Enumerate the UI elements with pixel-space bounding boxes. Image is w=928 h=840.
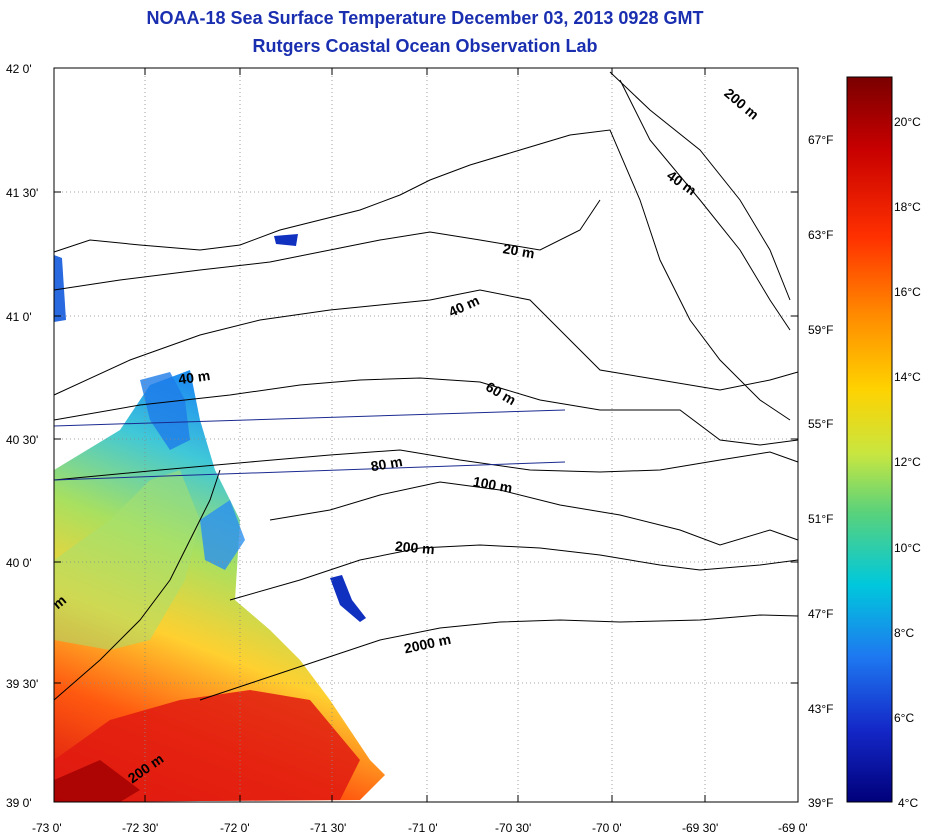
celsius-label: 8°C [894, 626, 914, 640]
lon-label: -72 30' [122, 821, 158, 835]
contour-label-200m-ne: 200 m [721, 85, 762, 123]
lon-label: -69 30' [682, 821, 718, 835]
fahrenheit-label: 39°F [808, 796, 833, 810]
contour-40m [53, 289, 799, 396]
sst-cold-patch-1 [54, 255, 66, 322]
longitude-labels: -73 0' -72 30' -72 0' -71 30' -71 0' -70… [32, 821, 808, 835]
fahrenheit-label: 63°F [808, 228, 833, 242]
lat-label: 40 0' [6, 556, 32, 570]
sst-hot-corner [54, 760, 140, 802]
fahrenheit-label: 59°F [808, 323, 833, 337]
contour-100m [269, 481, 799, 546]
contour-label-80m: 80 m [369, 453, 403, 474]
lat-label: 41 0' [6, 310, 32, 324]
lon-label: -73 0' [32, 821, 62, 835]
contour-label-200m: 200 m [394, 538, 435, 557]
transect-lines [53, 409, 566, 481]
lat-label: 40 30' [6, 433, 38, 447]
lon-label: -71 0' [408, 821, 438, 835]
colorbar [846, 76, 893, 803]
fahrenheit-label: 43°F [808, 702, 833, 716]
sst-cool-band [54, 470, 200, 650]
map-subtitle: Rutgers Coastal Ocean Observation Lab [252, 36, 598, 56]
contour-label-40m-west: 40 m [177, 367, 211, 387]
contour-200m-ne [609, 71, 791, 301]
celsius-label: 20°C [894, 115, 921, 129]
lat-label: 41 30' [6, 186, 38, 200]
contour-label-100m: 100 m [472, 473, 514, 496]
celsius-label: 6°C [894, 711, 914, 725]
sst-cold-patch-4 [140, 372, 190, 450]
contour-60m [53, 377, 799, 446]
sst-cold-patch-2 [330, 575, 366, 622]
contour-label-20m: 20 m [502, 240, 536, 261]
fahrenheit-label: 47°F [808, 607, 833, 621]
map-title: NOAA-18 Sea Surface Temperature December… [146, 8, 704, 28]
fahrenheit-label: 55°F [808, 417, 833, 431]
celsius-label: 10°C [894, 541, 921, 555]
contour-40m-east [619, 79, 791, 331]
celsius-label: 4°C [898, 796, 918, 810]
sst-data-layer [54, 234, 385, 802]
contour-label-40m-ne: 40 m [664, 167, 699, 198]
contour-label-60m: 60 m [483, 378, 519, 408]
celsius-label: 12°C [894, 455, 921, 469]
lon-label: -70 30' [495, 821, 531, 835]
lon-label: -72 0' [220, 821, 250, 835]
lon-label: -71 30' [310, 821, 346, 835]
bathymetry-contours [53, 71, 799, 701]
coastline [53, 129, 791, 421]
sst-cold-patch-3 [274, 234, 298, 246]
lon-label: -70 0' [592, 821, 622, 835]
celsius-label: 18°C [894, 200, 921, 214]
sst-swath [54, 370, 385, 802]
frame-ticks [54, 68, 798, 802]
contour-80m [53, 449, 799, 481]
map-frame [53, 67, 799, 803]
contour-200m-south [53, 469, 221, 701]
lat-label: 42 0' [6, 62, 32, 76]
sst-cold-patch-5 [200, 500, 245, 570]
fahrenheit-label: 67°F [808, 133, 833, 147]
graticule [54, 68, 798, 802]
fahrenheit-scale: 67°F 63°F 59°F 55°F 51°F 47°F 43°F 39°F [808, 133, 833, 810]
celsius-label: 14°C [894, 370, 921, 384]
contour-20m [53, 199, 601, 291]
latitude-labels: 42 0' 41 30' 41 0' 40 30' 40 0' 39 30' 3… [6, 62, 38, 810]
sst-warm-core [54, 690, 360, 802]
lon-label: -69 0' [778, 821, 808, 835]
fahrenheit-label: 51°F [808, 512, 833, 526]
celsius-scale: 20°C 18°C 16°C 14°C 12°C 10°C 8°C 6°C 4°… [894, 115, 921, 810]
contour-200m [229, 544, 799, 601]
contour-label-2000m: 2000 m [403, 631, 453, 657]
lat-label: 39 0' [6, 796, 32, 810]
celsius-label: 16°C [894, 285, 921, 299]
lat-label: 39 30' [6, 677, 38, 691]
contour-2000m [199, 614, 799, 701]
